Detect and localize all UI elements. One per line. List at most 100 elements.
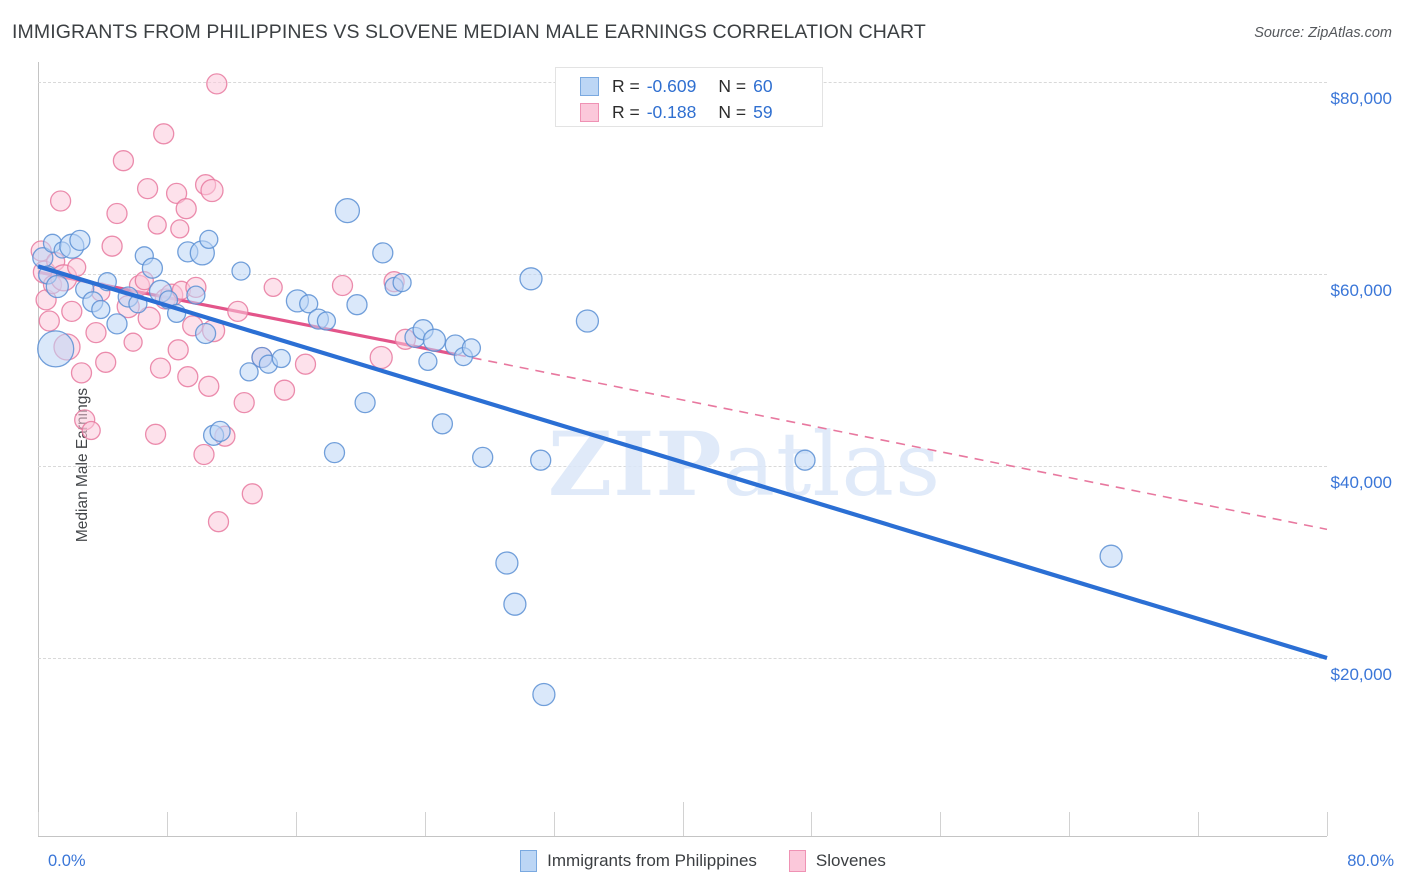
data-point bbox=[167, 339, 189, 361]
data-point bbox=[461, 338, 482, 358]
trendline-philippines bbox=[37, 264, 1328, 661]
data-point bbox=[194, 322, 217, 345]
data-point bbox=[200, 178, 224, 203]
x-tick-4 bbox=[553, 812, 555, 836]
data-point bbox=[137, 306, 161, 330]
legend-r-value-philippines: -0.609 bbox=[646, 75, 697, 96]
data-point bbox=[392, 272, 412, 293]
data-point bbox=[106, 202, 128, 225]
x-tick-8 bbox=[1069, 812, 1071, 836]
data-point bbox=[227, 300, 249, 323]
data-point bbox=[239, 362, 259, 382]
data-point bbox=[175, 198, 197, 220]
x-axis-line bbox=[38, 836, 1327, 837]
data-point bbox=[186, 285, 206, 305]
data-point bbox=[372, 242, 394, 264]
data-point bbox=[198, 375, 220, 397]
y-tick-label-80000: $80,000 bbox=[1330, 89, 1392, 108]
data-point bbox=[472, 446, 494, 469]
data-point bbox=[91, 299, 111, 320]
data-point bbox=[431, 413, 454, 435]
x-tick-6 bbox=[811, 812, 813, 836]
legend-r-label-slovenes: R = bbox=[612, 101, 640, 122]
x-tick-1 bbox=[166, 812, 168, 836]
data-point bbox=[177, 366, 199, 388]
series-swatch-slovenes bbox=[788, 850, 806, 872]
data-point bbox=[170, 219, 190, 239]
data-point bbox=[207, 511, 230, 533]
gridline-40000 bbox=[38, 466, 1327, 467]
legend-n-label-slovenes: N = bbox=[718, 101, 747, 122]
data-point bbox=[369, 345, 393, 370]
data-point bbox=[112, 150, 135, 172]
data-point bbox=[101, 235, 123, 257]
legend-row-slovenes: R = -0.188 N = 59 bbox=[580, 99, 773, 125]
data-point bbox=[519, 267, 543, 291]
y-tick-label-40000: $40,000 bbox=[1330, 473, 1392, 492]
x-tick-10 bbox=[1327, 812, 1328, 836]
data-point bbox=[794, 449, 816, 471]
data-point bbox=[503, 592, 527, 616]
legend-row-philippines: R = -0.609 N = 60 bbox=[580, 73, 773, 99]
data-point bbox=[153, 123, 175, 145]
data-point bbox=[206, 73, 228, 95]
x-tick-0 bbox=[38, 812, 39, 836]
data-point bbox=[95, 351, 117, 373]
x-axis-min-label: 0.0% bbox=[48, 852, 86, 870]
x-tick-3 bbox=[424, 812, 426, 836]
data-point bbox=[165, 182, 188, 205]
data-point bbox=[45, 274, 69, 299]
data-point bbox=[346, 294, 368, 316]
y-tick-label-20000: $20,000 bbox=[1330, 665, 1392, 684]
legend-n-value-slovenes: 59 bbox=[753, 101, 773, 122]
series-label-slovenes: Slovenes bbox=[815, 851, 886, 870]
data-point bbox=[38, 310, 60, 332]
series-legend-item-slovenes[interactable]: Slovenes bbox=[788, 850, 886, 872]
legend-r-label-philippines: R = bbox=[612, 75, 640, 96]
data-point bbox=[323, 441, 346, 464]
data-point bbox=[294, 353, 317, 375]
x-axis-max-label: 80.0% bbox=[1347, 852, 1394, 870]
y-axis-line bbox=[38, 62, 39, 837]
data-point bbox=[144, 423, 167, 445]
series-legend-item-philippines[interactable]: Immigrants from Philippines bbox=[520, 850, 757, 872]
x-tick-2 bbox=[295, 812, 297, 836]
y-tick-label-60000: $60,000 bbox=[1330, 281, 1392, 300]
data-point bbox=[316, 311, 337, 331]
points-philippines bbox=[32, 197, 1123, 707]
x-tick-7 bbox=[940, 812, 942, 836]
x-tick-9 bbox=[1198, 812, 1200, 836]
data-point bbox=[199, 229, 219, 250]
gridline-60000 bbox=[38, 274, 1327, 275]
data-point bbox=[241, 483, 263, 505]
data-point bbox=[575, 309, 600, 333]
legend-r-value-slovenes: -0.188 bbox=[646, 101, 697, 122]
data-point bbox=[106, 313, 128, 335]
series-label-philippines: Immigrants from Philippines bbox=[547, 851, 757, 870]
data-point bbox=[354, 391, 376, 414]
data-point bbox=[70, 362, 93, 384]
data-point bbox=[495, 551, 519, 575]
data-point bbox=[1099, 544, 1123, 568]
data-point bbox=[123, 332, 143, 352]
data-point bbox=[149, 357, 172, 379]
data-point bbox=[334, 197, 361, 224]
data-point bbox=[331, 274, 354, 297]
x-tick-5 bbox=[682, 802, 684, 836]
legend-n-label-philippines: N = bbox=[718, 75, 747, 96]
correlation-legend: R = -0.609 N = 60 R = -0.188 N = 59 bbox=[555, 67, 823, 127]
data-point bbox=[418, 351, 438, 372]
data-point bbox=[136, 177, 159, 200]
data-point bbox=[37, 330, 75, 368]
data-point bbox=[49, 190, 72, 212]
data-point bbox=[81, 420, 101, 441]
legend-swatch-slovenes bbox=[580, 102, 599, 122]
series-swatch-philippines bbox=[520, 850, 538, 872]
data-point bbox=[147, 215, 167, 235]
source-attribution: Source: ZipAtlas.com bbox=[1254, 25, 1392, 41]
legend-swatch-philippines bbox=[580, 76, 599, 96]
data-point bbox=[263, 277, 283, 298]
page-title: IMMIGRANTS FROM PHILIPPINES VS SLOVENE M… bbox=[12, 21, 926, 43]
data-point bbox=[233, 391, 255, 414]
